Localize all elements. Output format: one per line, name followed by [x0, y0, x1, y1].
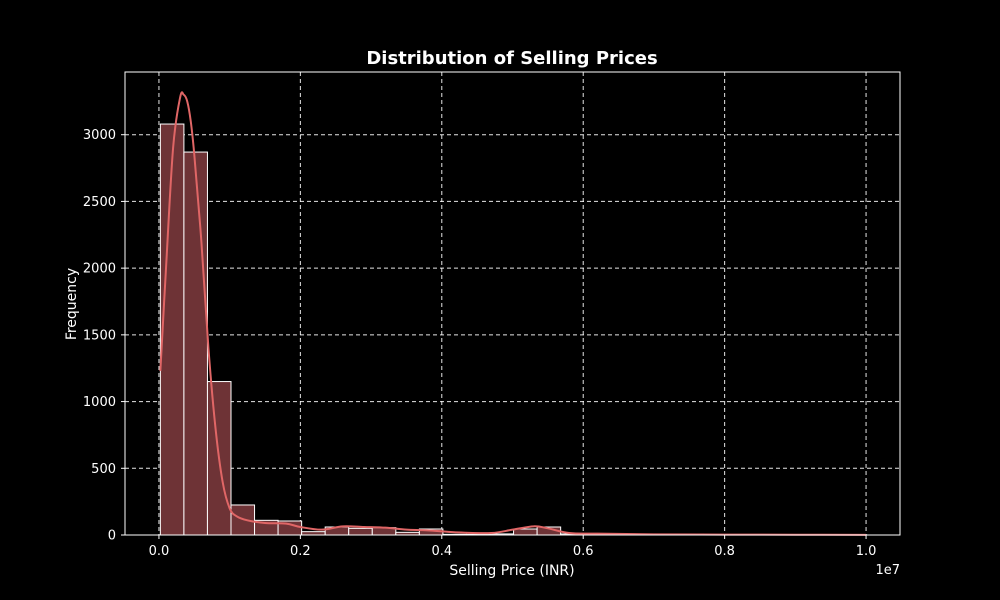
x-tick-label: 0.8 [714, 544, 735, 559]
x-tick-label: 0.4 [431, 544, 452, 559]
chart-title: Distribution of Selling Prices [366, 48, 657, 69]
grid-layer [125, 72, 900, 536]
histogram-bar [159, 123, 185, 536]
histogram-bar [348, 527, 373, 536]
ticks-layer: 0.0 0.2 0.4 0.6 0.8 1.0 0 500 1000 1500 2000 2500 30… [83, 128, 876, 559]
y-tick-label: 3000 [83, 128, 116, 143]
bars-layer [159, 123, 868, 536]
histogram-bar [183, 151, 208, 536]
x-tick-label: 0.2 [290, 544, 311, 559]
x-tick-label: 1.0 [856, 544, 877, 559]
y-tick-label: 500 [91, 462, 116, 477]
plot-area-frame [124, 71, 901, 536]
histogram-bar [301, 531, 326, 536]
y-axis-label: Frequency [64, 268, 80, 340]
y-tick-label: 2500 [83, 195, 116, 210]
x-tick-label: 0.6 [573, 544, 594, 559]
x-axis-label: Selling Price (INR) [449, 563, 574, 579]
histogram-bar [513, 528, 538, 536]
kde-curve [159, 91, 867, 536]
y-tick-label: 1000 [83, 395, 116, 410]
x-axis-offset-label: 1e7 [875, 563, 900, 578]
x-tick-label: 0.0 [149, 544, 170, 559]
kde-layer [159, 91, 867, 536]
y-tick-label: 1500 [83, 328, 116, 343]
y-tick-label: 2000 [83, 262, 116, 277]
y-tick-label: 0 [108, 529, 116, 544]
